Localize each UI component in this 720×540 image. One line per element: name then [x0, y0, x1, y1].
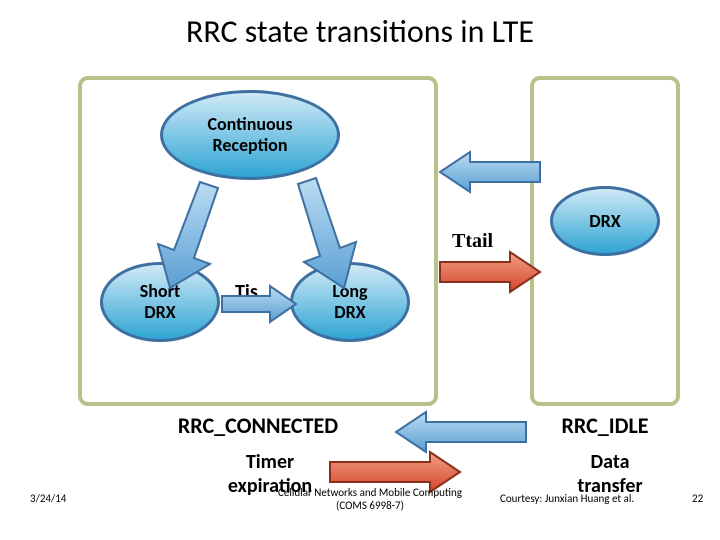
footer-course: Cellular Networks and Mobile Computing(C… — [260, 486, 480, 512]
footer-credit: Courtesy: Junxian Huang et al. — [500, 492, 634, 505]
short-drx-node: ShortDRX — [100, 262, 220, 342]
rrc-idle-label: RRC_IDLE — [530, 412, 680, 439]
arrow-connected-to-idle — [440, 252, 540, 292]
rrc-connected-label: RRC_CONNECTED — [78, 412, 438, 439]
data-transfer-label: Datatransfer — [540, 450, 680, 498]
drx-node: DRX — [550, 186, 660, 256]
long-drx-node: LongDRX — [290, 262, 410, 342]
arrow-idle-to-connected — [440, 152, 540, 192]
footer-page: 22 — [692, 492, 703, 505]
tis-label: Tis — [235, 280, 258, 304]
page-title: RRC state transitions in LTE — [0, 0, 720, 51]
ttail-label: Ttail — [452, 230, 493, 253]
ti-label: Ti — [194, 210, 207, 232]
continuous-reception-node: ContinuousReception — [160, 90, 340, 180]
footer-date: 3/24/14 — [30, 492, 66, 505]
